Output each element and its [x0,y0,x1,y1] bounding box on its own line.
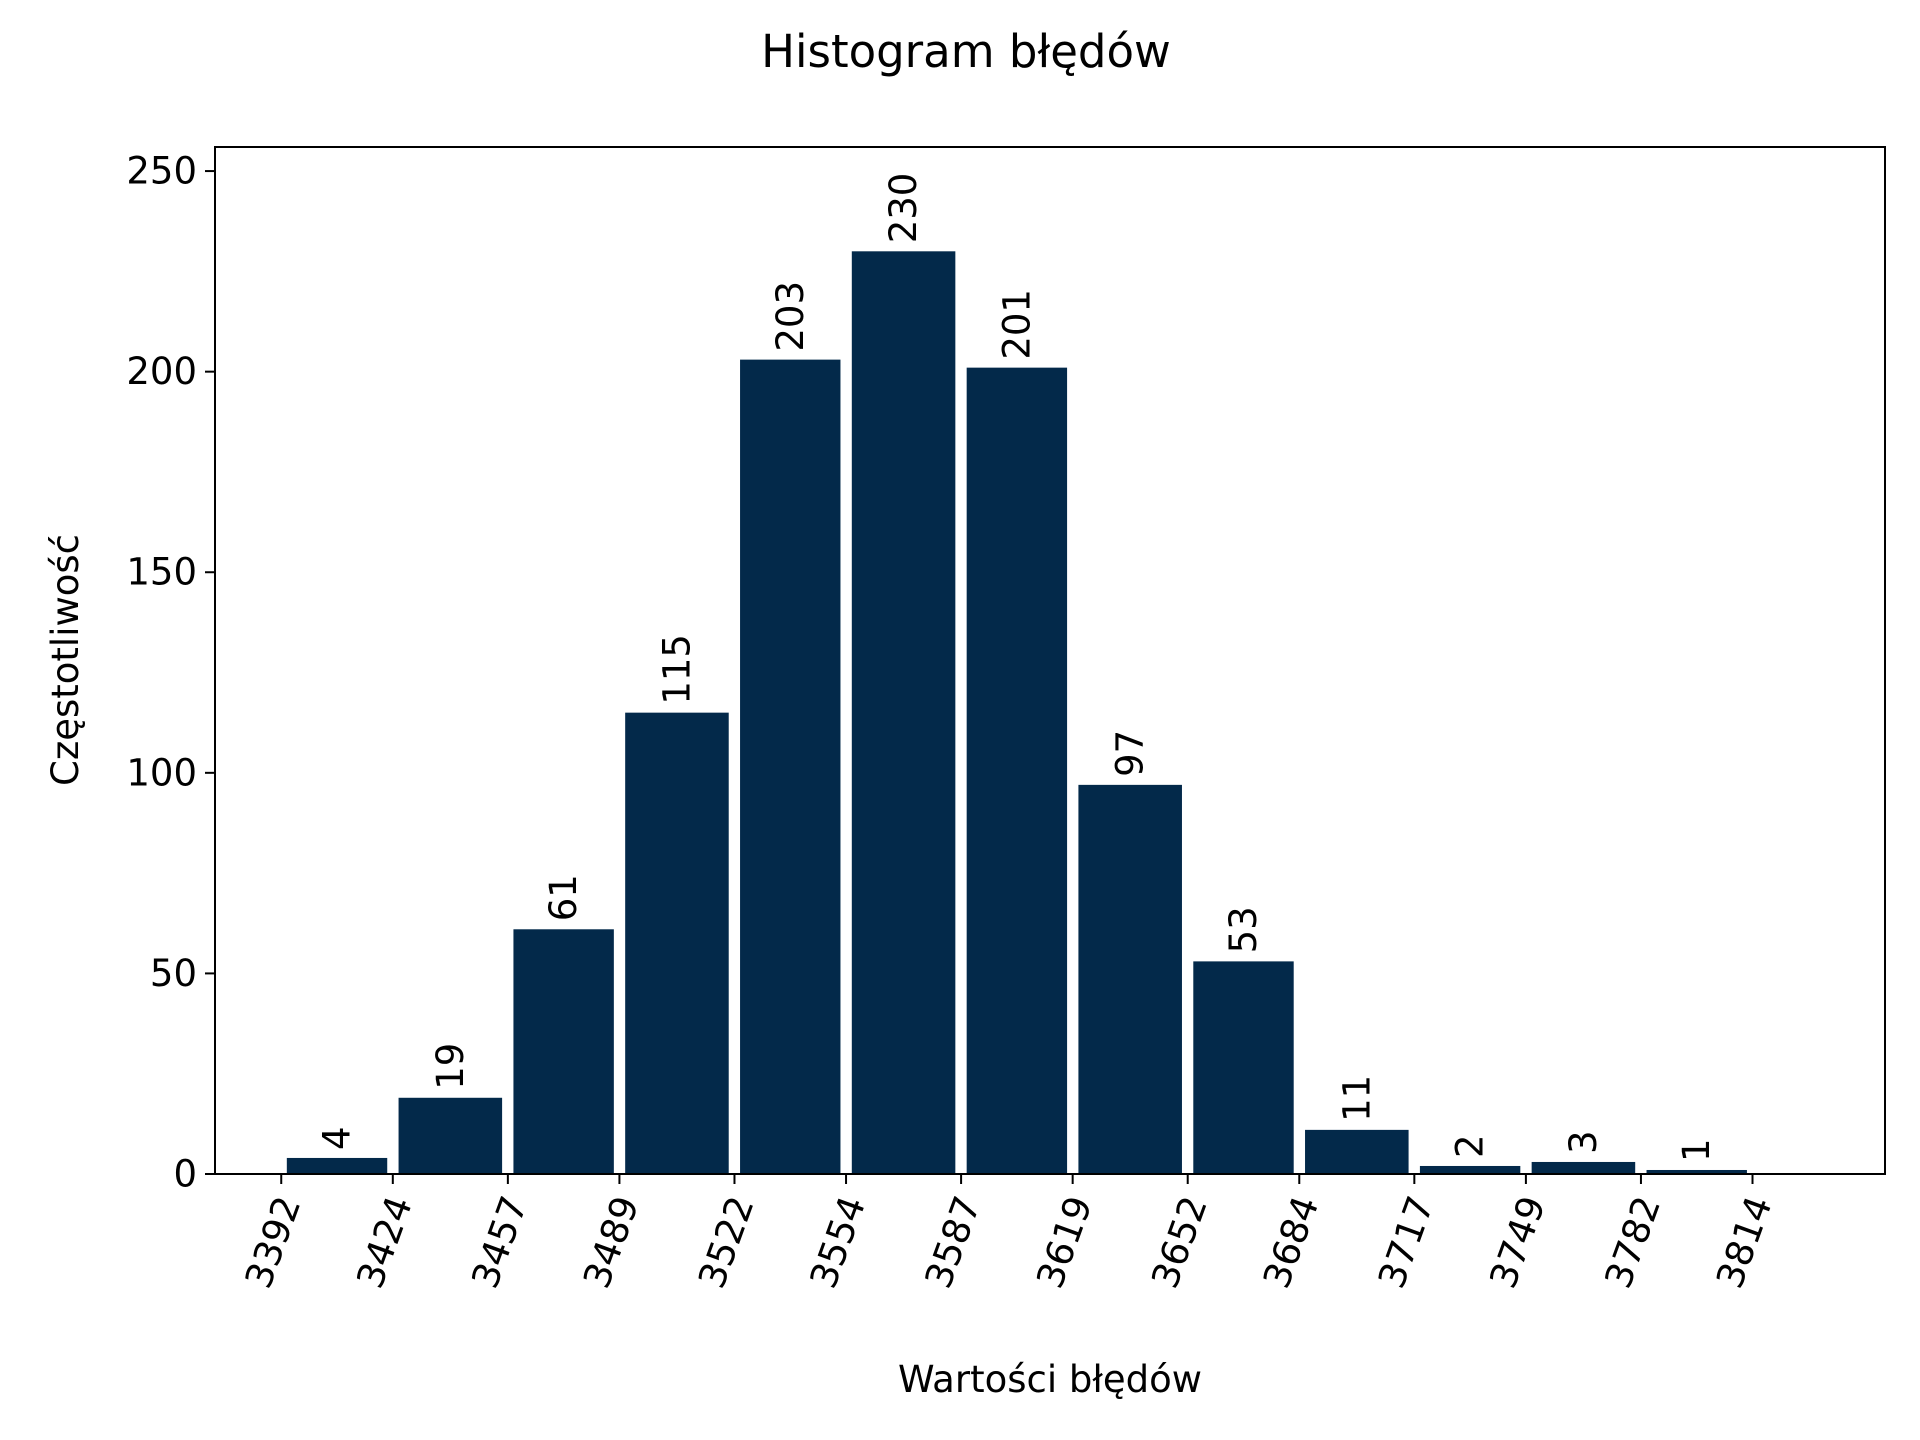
histogram-bar [740,359,841,1174]
histogram-bar [513,929,614,1174]
histogram-bar [1419,1165,1521,1174]
y-tick-label: 200 [126,350,197,393]
x-tick-label: 3392 [237,1191,310,1294]
y-tick-label: 250 [126,150,197,193]
y-tick-label: 150 [126,551,197,594]
bar-value-label: 4 [316,1126,359,1150]
x-tick-label: 3489 [575,1191,648,1294]
histogram-bar [1305,1129,1409,1174]
x-tick-label: 3652 [1143,1191,1216,1294]
x-axis-label: Wartości błędów [898,1358,1202,1401]
bar-value-label: 1 [1675,1138,1718,1162]
x-tick-label: 3684 [1255,1191,1328,1294]
bar-value-label: 115 [655,634,698,705]
histogram-bar [398,1097,503,1174]
histogram-bar [1193,961,1294,1174]
y-tick-label: 100 [126,751,197,794]
histogram-bar [625,712,729,1174]
x-tick-label: 3554 [802,1191,875,1294]
x-tick-label: 3749 [1481,1191,1554,1294]
x-tick-label: 3619 [1028,1191,1101,1294]
histogram-bar [966,367,1068,1174]
y-axis: 0 50 100 150 200 250 [126,150,215,1196]
histogram-bar [1078,784,1182,1174]
bar-value-label: 203 [769,281,812,352]
histogram-bar [1531,1161,1636,1174]
x-tick-label: 3522 [690,1191,763,1294]
x-tick-label: 3782 [1597,1191,1670,1294]
x-axis: 3392 3424 3457 3489 3522 3554 3587 3619 3652 3684… [237,1174,1781,1294]
bar-value-label: 19 [429,1043,472,1090]
bar-value-label: 230 [882,173,925,244]
plot-frame [214,146,1886,1175]
bar-value-label: 97 [1109,730,1152,777]
y-axis-label: Częstotliwość [44,534,87,786]
x-tick-label: 3457 [463,1191,536,1294]
bars-group [286,251,1747,1174]
value-labels-group: 4 19 61 115 203 230 201 97 53 11 2 3 1 [316,173,1719,1162]
x-tick-label: 3424 [348,1191,421,1294]
histogram-bar [851,251,956,1174]
bar-value-label: 201 [995,289,1038,360]
histogram-bar [1646,1169,1747,1174]
bar-value-label: 11 [1335,1075,1378,1122]
x-tick-label: 3587 [917,1191,990,1294]
x-tick-label: 3717 [1370,1191,1443,1294]
histogram-bar [286,1157,388,1174]
x-tick-label: 3814 [1708,1191,1781,1294]
y-tick-label: 50 [150,952,197,995]
bar-value-label: 61 [542,874,585,921]
y-tick-label: 0 [173,1153,197,1196]
bar-value-label: 3 [1562,1130,1605,1154]
bar-value-label: 53 [1222,906,1265,953]
chart-title: Histogram błędów [761,25,1171,78]
bar-value-label: 2 [1449,1134,1492,1158]
